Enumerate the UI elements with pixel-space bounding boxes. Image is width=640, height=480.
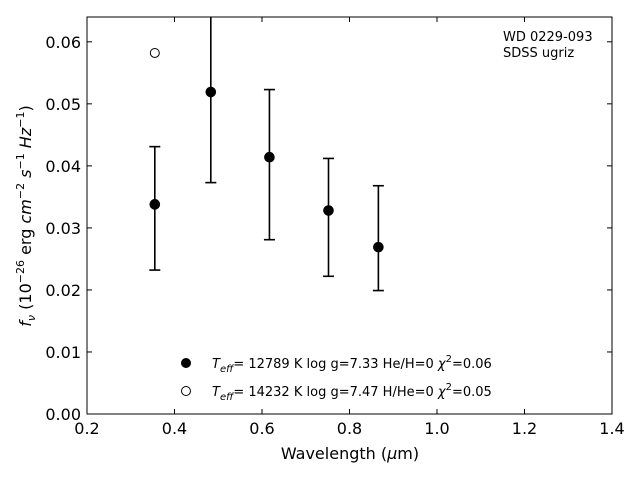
data-points (149, 47, 384, 253)
x-tick-label: 0.4 (162, 419, 187, 438)
y-tick-label: 0.00 (45, 405, 81, 424)
data-point-filled (373, 241, 384, 253)
y-tick-label: 0.01 (45, 343, 81, 362)
data-point-filled (323, 205, 334, 216)
x-tick-label: 0.2 (74, 419, 99, 438)
legend-marker-filled (181, 358, 191, 368)
x-tick-label: 1.0 (424, 419, 449, 438)
y-axis-title: fν (10−26 erg cm−2 s−1 Hz−1) (14, 105, 38, 326)
annotation-line-1: WD 0229-093 (503, 30, 593, 45)
y-tick-label: 0.03 (45, 219, 81, 238)
y-tick-label: 0.05 (45, 95, 81, 114)
data-point-filled (264, 151, 275, 163)
data-point-open (149, 47, 160, 58)
y-axis-ticks: 0.00 0.01 0.02 0.03 0.04 0.05 0.06 (45, 33, 612, 424)
data-point-filled (205, 86, 217, 98)
legend: Teff= 12789 K log g=7.33 He/H=0 χ2=0.06 … (181, 354, 492, 403)
plot-area (86, 16, 613, 415)
annotation-line-2: SDSS ugriz (503, 46, 574, 61)
x-axis-title: Wavelength (μm) (281, 444, 419, 463)
x-tick-label: 0.6 (249, 419, 274, 438)
y-tick-label: 0.04 (45, 157, 81, 176)
error-bars (149, 17, 384, 292)
x-tick-label: 1.2 (512, 419, 537, 438)
y-tick-label: 0.06 (45, 33, 81, 52)
x-axis-ticks: 0.2 0.4 0.6 0.8 1.0 1.2 1.4 (74, 17, 625, 438)
data-point-filled (149, 199, 161, 210)
legend-entry-2: Teff= 14232 K log g=7.47 H/He=0 χ2=0.05 (212, 382, 492, 403)
legend-marker-open (181, 386, 191, 396)
x-tick-label: 0.8 (337, 419, 362, 438)
y-tick-label: 0.02 (45, 281, 81, 300)
x-tick-label: 1.4 (599, 419, 624, 438)
legend-entry-1: Teff= 12789 K log g=7.33 He/H=0 χ2=0.06 (212, 354, 492, 375)
